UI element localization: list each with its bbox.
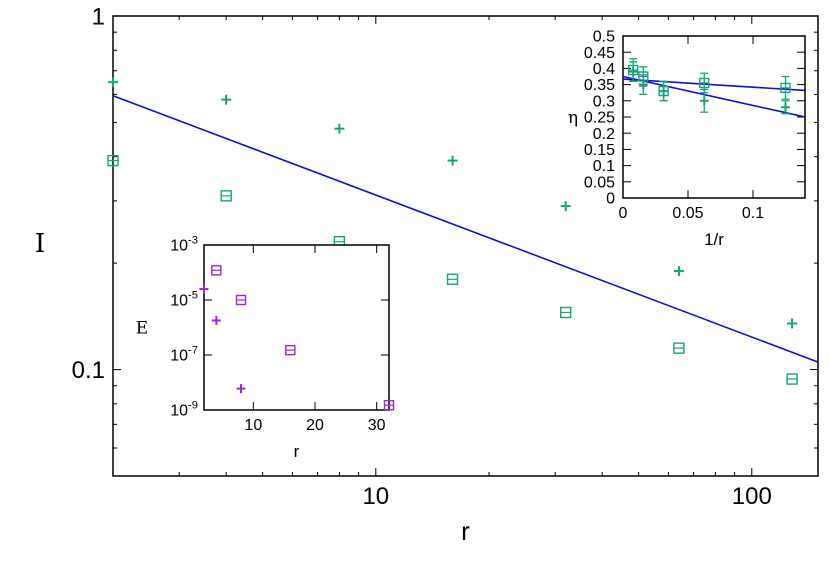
x-tick-label: 0: [619, 205, 628, 222]
data-point: [786, 373, 798, 385]
x-tick-label: 20: [306, 417, 324, 434]
y-tick-label: 0.15: [584, 142, 615, 159]
y-tick-label: 0.3: [593, 93, 615, 110]
y-tick-label: 10-9: [170, 399, 198, 419]
data-point: [446, 273, 459, 286]
fit-line: [623, 75, 805, 118]
data-point: [560, 201, 571, 212]
fit-line: [623, 78, 805, 92]
data-point: [699, 77, 710, 89]
data-point: [627, 64, 639, 76]
data-point: [699, 96, 709, 106]
data-point: [383, 399, 395, 411]
x-axis-title: 1/r: [704, 230, 724, 249]
data-point: [780, 82, 791, 94]
plot-frame: [203, 244, 390, 411]
ticks: 0 0.05 0.100.050.10.150.20.250.30.350.40.4…: [584, 29, 805, 222]
data-point: [108, 77, 118, 88]
series-1: [199, 284, 246, 394]
x-tick-label: 30: [368, 417, 386, 434]
data-point: [236, 384, 246, 394]
data-point: [220, 190, 232, 202]
data-point: [638, 71, 649, 82]
y-tick-label: 1: [92, 3, 105, 30]
data-point: [673, 266, 684, 277]
ticks: 10 20 30 10-3 10-5 10-7 10-9: [170, 234, 389, 434]
inset-eta-plot: 0 0.05 0.100.050.10.150.20.250.30.350.40.4…: [568, 29, 806, 249]
y-tick-label: 0.45: [584, 45, 615, 62]
data-point: [334, 123, 345, 134]
y-tick-label: 10-5: [170, 289, 198, 309]
x-tick-label: 10: [244, 417, 262, 434]
y-tick-label: 0.1: [593, 158, 615, 175]
data-point: [235, 294, 247, 306]
data-point: [673, 342, 685, 354]
y-axis-title: E: [136, 319, 148, 339]
y-tick-label: 0.25: [584, 110, 615, 127]
data-point: [787, 318, 798, 329]
x-tick-label: 100: [732, 483, 772, 510]
y-axis-title: η: [568, 108, 578, 128]
data-point: [560, 306, 572, 319]
plot-frame: [622, 35, 806, 199]
series-2: [627, 58, 791, 102]
data-point: [199, 284, 209, 294]
y-tick-label: 0.1: [72, 357, 105, 384]
y-tick-label: 0.5: [593, 29, 615, 46]
data-point: [211, 265, 222, 276]
data-point: [285, 344, 296, 356]
y-tick-label: 0.4: [593, 61, 615, 78]
x-axis-title: r: [294, 442, 300, 461]
x-tick-label: 0.1: [742, 205, 764, 222]
data-point: [211, 315, 221, 325]
data-point: [221, 94, 232, 105]
series-1: [108, 77, 798, 329]
series-2: [211, 265, 395, 411]
fit-line: [113, 94, 818, 363]
data-point: [447, 155, 458, 166]
x-axis-title: r: [461, 516, 470, 546]
data-point: [658, 85, 669, 97]
x-tick-label: 0.05: [672, 205, 703, 222]
y-tick-label: 10-3: [170, 234, 198, 254]
y-tick-label: 10-7: [170, 344, 198, 364]
x-tick-label: 10: [362, 483, 389, 510]
data-point: [781, 102, 790, 112]
series-2: [107, 154, 798, 385]
data-point: [107, 154, 119, 167]
y-tick-label: 0: [606, 191, 615, 208]
y-axis-title: I: [35, 229, 45, 259]
inset-energy-plot: 10 20 30 10-3 10-5 10-7 10-9 r E: [136, 234, 395, 461]
y-tick-label: 0.05: [584, 174, 615, 191]
y-tick-label: 0.2: [593, 126, 615, 143]
y-tick-label: 0.35: [584, 77, 615, 94]
